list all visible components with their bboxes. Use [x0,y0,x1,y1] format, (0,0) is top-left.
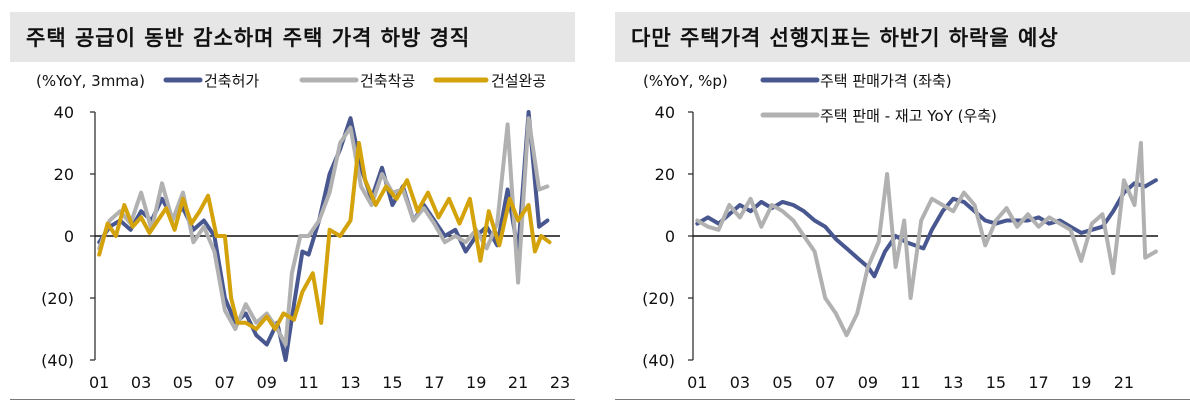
left-chart-panel: 주택 공급이 동반 감소하며 주택 가격 하방 경직 (%YoY, 3mma) … [0,0,575,404]
left-chart-svg: (%YoY, 3mma) 건축허가 건축착공 건설완공 40 20 0 (20) (40) 0… [36,72,570,392]
left-y-tick-label: 0 [64,227,74,246]
left-y-tick-label: 20 [54,165,74,184]
right-x-tick-label: 05 [772,373,792,392]
left-legend-label-2: 건축착공 [360,72,415,90]
left-series-line-2 [97,116,550,347]
right-y-tick-label: 0 [665,227,675,246]
right-y-tick-label: 40 [655,103,675,122]
right-x-tick-label: 17 [1028,373,1048,392]
left-legend-label-3: 건설완공 [491,72,546,90]
right-legend-label-1: 주택 판매가격 (좌축) [820,72,952,90]
right-chart-series [695,141,1158,338]
left-x-tick-label: 15 [382,373,402,392]
left-x-tick-label: 07 [215,373,235,392]
right-x-tick-label: 21 [1114,373,1134,392]
right-x-tick-label: 01 [687,373,707,392]
right-y-tick-label: (20) [642,289,675,308]
left-x-tick-label: 09 [257,373,277,392]
left-x-tick-label: 03 [131,373,151,392]
left-x-tick-label: 01 [89,373,109,392]
left-series-line-3 [97,141,552,331]
right-x-tick-label: 07 [815,373,835,392]
right-x-tick-label: 13 [943,373,963,392]
left-x-tick-label: 05 [173,373,193,392]
right-x-tick-label: 03 [730,373,750,392]
left-x-tick-label: 21 [508,373,528,392]
left-x-tick-label: 19 [466,373,486,392]
left-y-tick-label: 40 [54,103,74,122]
right-chart-title: 다만 주택가격 선행지표는 하반기 하락을 예상 [615,12,1190,62]
right-chart-svg: (%YoY, %p) 주택 판매가격 (좌축) 주택 판매 - 재고 YoY (우… [642,72,1158,392]
left-chart-legend: 건축허가 건축착공 건설완공 [163,72,546,90]
left-chart-unit-label: (%YoY, 3mma) [36,72,145,90]
right-chart-panel: 다만 주택가격 선행지표는 하반기 하락을 예상 (%YoY, %p) 주택 판… [605,0,1190,404]
right-y-tick-label: 20 [655,165,675,184]
right-series-line-2 [695,141,1158,338]
right-x-tick-label: 19 [1071,373,1091,392]
right-chart-unit-label: (%YoY, %p) [643,72,728,90]
left-chart-bottom-rule [10,399,575,400]
right-legend-label-2: 주택 판매 - 재고 YoY (우축) [820,107,997,125]
left-x-tick-label: 23 [550,373,570,392]
right-x-tick-label: 11 [900,373,920,392]
left-chart-title: 주택 공급이 동반 감소하며 주택 가격 하방 경직 [10,12,575,62]
right-series-line-1 [695,178,1158,279]
left-chart-axes: 40 20 0 (20) (40) 01 03 05 07 09 11 13 15 17 19 21 23 [41,103,570,392]
right-x-tick-label: 09 [858,373,878,392]
right-chart-bottom-rule [615,399,1190,400]
left-x-tick-label: 13 [340,373,360,392]
right-x-tick-label: 15 [986,373,1006,392]
right-chart-axes: 40 20 0 (20) (40) 01 03 05 07 09 11 13 15 17 19 21 [642,103,1158,392]
left-chart-series [97,110,552,362]
right-y-tick-label: (40) [642,351,675,370]
left-x-tick-label: 17 [424,373,444,392]
right-chart-legend: 주택 판매가격 (좌축) 주택 판매 - 재고 YoY (우축) [760,72,997,125]
left-y-tick-label: (40) [41,351,74,370]
left-legend-label-1: 건축허가 [204,72,259,90]
left-y-tick-label: (20) [41,289,74,308]
left-x-tick-label: 11 [298,373,318,392]
